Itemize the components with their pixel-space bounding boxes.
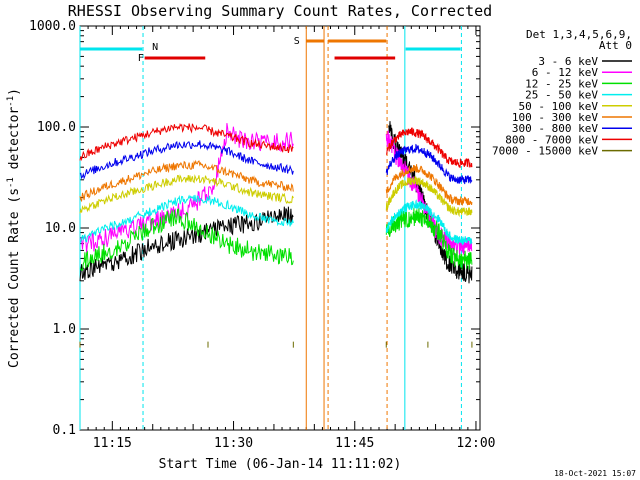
- y-tick-label: 1.0: [53, 322, 76, 337]
- series-line: [79, 123, 294, 162]
- flag-label: N: [152, 42, 158, 53]
- legend-entry-label: 100 - 300 keV: [512, 111, 598, 124]
- y-axis-label-part-2: detector: [7, 107, 22, 178]
- series-line: [79, 208, 294, 271]
- y-tick-label: 10.0: [45, 221, 76, 236]
- series-line: [385, 127, 473, 169]
- y-axis-label: Corrected Count Rate (s-1 detector-1): [6, 88, 22, 368]
- legend-entry-label: 300 - 800 keV: [512, 122, 598, 135]
- legend-entry-label: 50 - 100 keV: [519, 100, 599, 113]
- legend-header: Det 1,3,4,5,6,9,: [526, 28, 632, 41]
- series-line: [79, 174, 294, 214]
- series-4: [79, 194, 473, 246]
- series-9: [79, 341, 473, 348]
- legend-entry-label: 800 - 7000 keV: [505, 133, 598, 146]
- series-7: [79, 140, 473, 185]
- x-tick-label: 11:15: [93, 436, 132, 451]
- y-axis-label-exponent-2: -1: [6, 96, 16, 107]
- flag-label: F: [138, 53, 144, 64]
- series-line: [385, 143, 473, 185]
- plot-layer: 0.1 1.0 10.0 100.0 1000.0 11:15 11:30 11:45 12:0…: [29, 19, 495, 451]
- y-axis-label-exponent-1: -1: [6, 177, 16, 188]
- series-line: [385, 199, 473, 246]
- series-line: [79, 206, 294, 282]
- y-tick-label: 100.0: [37, 120, 76, 135]
- flag-label: S: [294, 36, 300, 47]
- series-5: [79, 174, 473, 218]
- footer-timestamp: 18-Oct-2021 15:07: [554, 469, 636, 478]
- legend-entry-label: 25 - 50 keV: [525, 89, 598, 102]
- legend-entry-label: 12 - 25 keV: [525, 77, 598, 90]
- series-line: [79, 159, 294, 203]
- series-line: [385, 130, 473, 256]
- y-axis-label-part-1: Corrected Count Rate (s: [7, 188, 22, 368]
- series-line: [385, 176, 473, 218]
- legend-entry-label: 3 - 6 keV: [538, 55, 598, 68]
- y-tick-label: 1000.0: [29, 19, 76, 34]
- x-tick-label: 12:00: [456, 436, 495, 451]
- series-line: [79, 140, 294, 180]
- series-line: [385, 164, 473, 206]
- x-axis-label: Start Time (06-Jan-14 11:11:02): [159, 457, 402, 472]
- x-tick-label: 11:30: [214, 436, 253, 451]
- legend-entry-label: 7000 - 15000 keV: [492, 145, 598, 158]
- series-8: [79, 123, 473, 169]
- chart-title: RHESSI Observing Summary Count Rates, Co…: [68, 2, 492, 20]
- y-tick-label: 0.1: [53, 423, 76, 438]
- x-tick-label: 11:45: [335, 436, 374, 451]
- legend-header: Att 0: [599, 39, 632, 52]
- y-axis-label-part-3: ): [7, 88, 22, 96]
- series-6: [79, 159, 473, 206]
- series-line: [79, 194, 294, 244]
- legend-entry-label: 6 - 12 keV: [532, 66, 599, 79]
